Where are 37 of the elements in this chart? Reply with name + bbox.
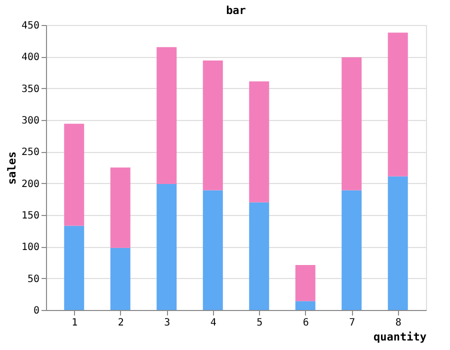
bar [110, 248, 130, 310]
y-tick-label: 150 [21, 210, 40, 222]
bar [110, 168, 130, 248]
x-tick-label: 7 [349, 318, 356, 328]
bar [295, 301, 316, 310]
bar [156, 47, 177, 184]
bar [156, 184, 177, 310]
chart-title: bar [226, 4, 246, 17]
y-tick-label: 0 [33, 306, 40, 316]
x-tick-label: 6 [302, 318, 309, 328]
bar [295, 265, 316, 302]
x-tick-label: 4 [210, 318, 216, 328]
y-tick-label: 350 [21, 84, 40, 95]
bar [342, 190, 362, 310]
x-tick-label: 2 [118, 318, 124, 328]
y-tick-label: 400 [21, 52, 40, 64]
bar [388, 176, 408, 310]
y-tick-label: 50 [27, 274, 40, 285]
y-axis-title: sales [5, 151, 18, 185]
bar [388, 32, 408, 176]
bar [202, 190, 223, 310]
y-tick-label: 300 [21, 116, 40, 126]
y-tick-label: 450 [21, 20, 40, 32]
x-tick-label: 1 [72, 318, 78, 328]
x-tick-label: 3 [164, 318, 170, 328]
bar [64, 124, 84, 226]
y-tick-label: 100 [21, 242, 40, 254]
x-tick-label: 5 [256, 318, 263, 328]
x-axis-title: quantity [374, 330, 427, 344]
bar [249, 81, 270, 202]
x-tick-label: 8 [395, 318, 402, 328]
y-tick-label: 250 [21, 147, 40, 158]
bar [342, 57, 362, 190]
bar [249, 202, 270, 310]
bar [202, 60, 223, 190]
y-tick-label: 200 [21, 178, 40, 190]
bar [64, 226, 84, 310]
